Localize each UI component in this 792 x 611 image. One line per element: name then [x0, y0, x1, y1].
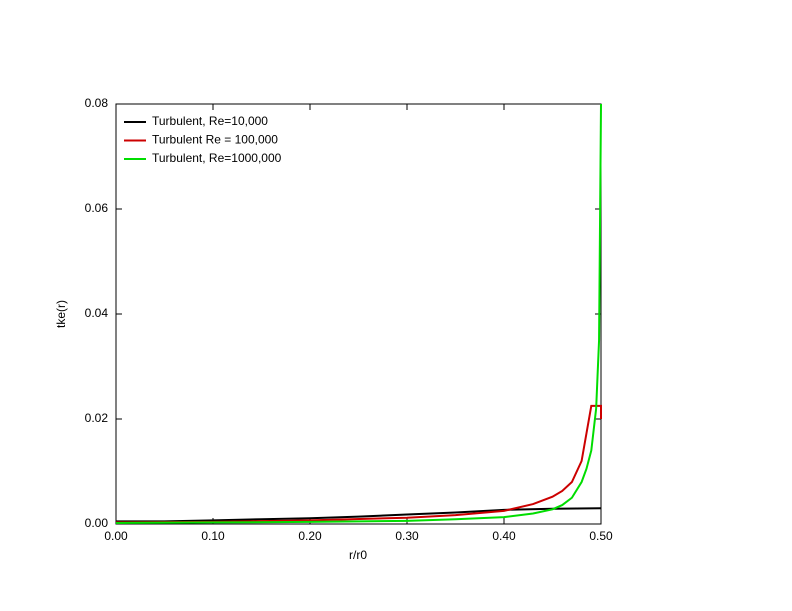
- y-tick-label: 0.00: [85, 516, 109, 530]
- plot-frame: [115, 103, 602, 525]
- x-tick-label: 0.20: [298, 529, 322, 543]
- y-tick-label: 0.08: [85, 96, 109, 110]
- legend-label: Turbulent, Re=1000,000: [152, 151, 282, 165]
- series-line: [115, 404, 602, 524]
- y-tick-label: 0.02: [85, 411, 109, 425]
- y-tick-label: 0.06: [85, 201, 109, 215]
- x-tick-label: 0.50: [589, 529, 613, 543]
- series-line: [116, 507, 602, 523]
- x-tick-label: 0.10: [201, 529, 225, 543]
- x-tick-label: 0.00: [104, 529, 128, 543]
- x-tick-label: 0.40: [492, 529, 516, 543]
- y-axis-label: tke(r): [54, 300, 68, 328]
- legend-label: Turbulent Re = 100,000: [152, 133, 278, 147]
- y-tick-label: 0.04: [85, 306, 109, 320]
- legend-label: Turbulent, Re=10,000: [152, 114, 268, 128]
- x-tick-label: 0.30: [395, 529, 419, 543]
- series-line: [115, 103, 602, 524]
- x-axis-label: r/r0: [349, 548, 367, 562]
